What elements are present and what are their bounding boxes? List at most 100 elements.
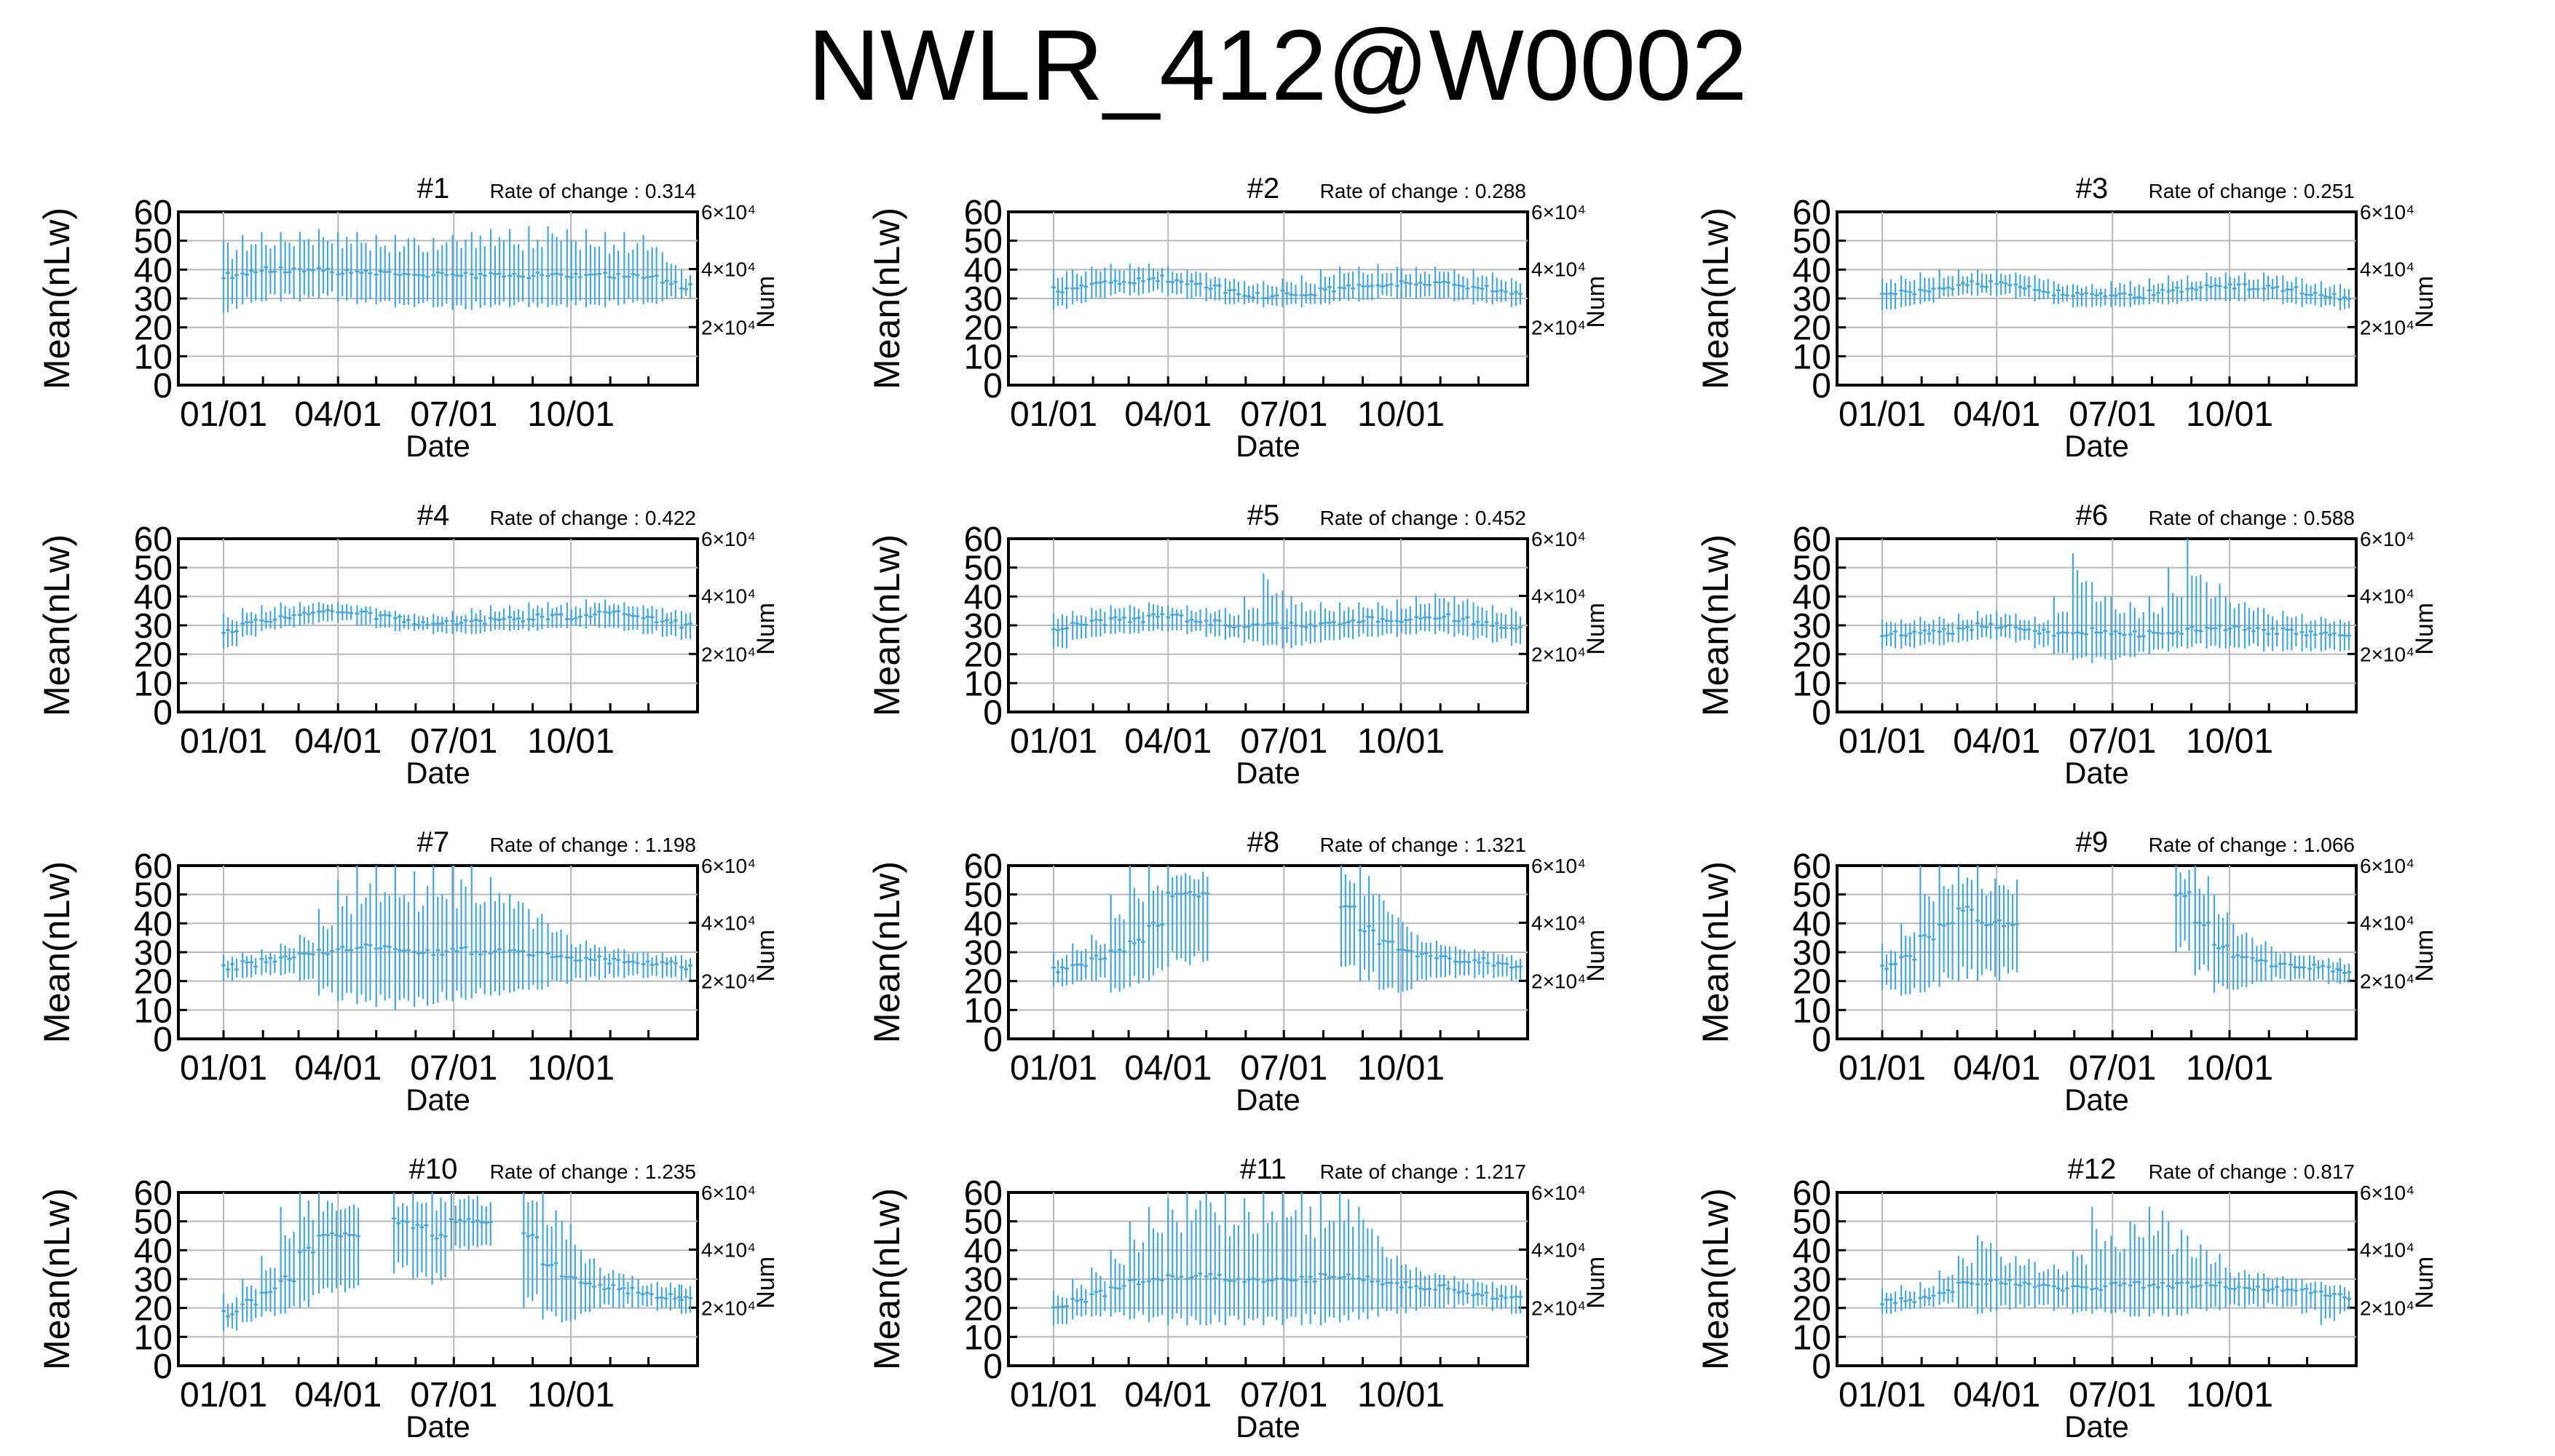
y-tick-label: 20 xyxy=(1793,963,1831,1002)
x-tick-label: 04/01 xyxy=(1953,395,2040,434)
series-marks xyxy=(1051,573,1523,649)
y2-tick-label: 4×10⁴ xyxy=(701,912,756,935)
series-marks xyxy=(1880,1206,2352,1326)
y-tick-label: 60 xyxy=(964,194,1003,232)
y-tick-label: 0 xyxy=(983,1021,1003,1059)
y-tick-label: 40 xyxy=(964,578,1003,617)
y-tick-label: 30 xyxy=(134,607,173,646)
panel-title: #2 xyxy=(1247,173,1280,205)
y-tick-label: 20 xyxy=(134,309,173,348)
rate-of-change-label: Rate of change : 1.198 xyxy=(490,834,696,856)
rate-of-change-label: Rate of change : 0.288 xyxy=(1320,180,1526,202)
rate-of-change-label: Rate of change : 0.314 xyxy=(490,180,696,202)
y2-tick-label: 4×10⁴ xyxy=(2360,1239,2414,1262)
x-axis-label: Date xyxy=(2064,756,2129,790)
y2-tick-label: 2×10⁴ xyxy=(701,316,756,339)
y2-tick-label: 2×10⁴ xyxy=(1531,316,1586,339)
x-tick-label: 07/01 xyxy=(1240,395,1327,434)
x-tick-label: 07/01 xyxy=(2069,1376,2156,1415)
y2-tick-label: 4×10⁴ xyxy=(1531,258,1586,281)
y-axis-label: Mean(nLw) xyxy=(866,534,907,716)
x-tick-label: 01/01 xyxy=(180,722,267,761)
panel-title: #3 xyxy=(2076,173,2109,205)
chart-main-title: NWLR_412@W0002 xyxy=(807,9,1748,122)
x-tick-label: 04/01 xyxy=(1124,1376,1212,1415)
x-axis-label: Date xyxy=(2064,1083,2129,1117)
y-tick-label: 0 xyxy=(153,1021,173,1059)
y-tick-label: 20 xyxy=(964,963,1003,1002)
y2-tick-label: 4×10⁴ xyxy=(2360,258,2414,281)
series-marks xyxy=(1051,866,1523,993)
y2-axis-label: Num xyxy=(2411,603,2438,655)
y-axis-label: Mean(nLw) xyxy=(36,534,77,716)
y2-tick-label: 2×10⁴ xyxy=(1531,643,1586,665)
y-axis-label: Mean(nLw) xyxy=(36,207,77,389)
y-tick-label: 20 xyxy=(964,636,1003,675)
series-marks xyxy=(1880,269,2352,310)
y2-tick-label: 4×10⁴ xyxy=(701,1239,756,1262)
y-tick-label: 60 xyxy=(134,194,173,232)
y-tick-label: 50 xyxy=(1793,877,1831,915)
y-tick-label: 40 xyxy=(964,905,1003,943)
x-tick-label: 10/01 xyxy=(1357,722,1445,761)
y2-axis-label: Num xyxy=(2411,930,2438,982)
panel-title: #9 xyxy=(2076,826,2109,858)
x-tick-label: 10/01 xyxy=(1357,1049,1445,1088)
y-tick-label: 0 xyxy=(153,367,173,405)
y-tick-label: 10 xyxy=(134,992,173,1030)
series-marks xyxy=(1051,1192,1523,1326)
y-tick-label: 60 xyxy=(1793,194,1831,232)
y2-tick-label: 4×10⁴ xyxy=(1531,1239,1586,1262)
panel-title: #4 xyxy=(417,499,450,531)
y2-axis-label: Num xyxy=(2411,1257,2438,1309)
y-tick-label: 40 xyxy=(134,905,173,943)
y2-tick-label: 6×10⁴ xyxy=(1531,855,1586,877)
y2-tick-label: 6×10⁴ xyxy=(1531,528,1586,550)
y2-tick-label: 2×10⁴ xyxy=(701,1297,756,1319)
x-axis-label: Date xyxy=(1236,429,1300,463)
panel-title: #10 xyxy=(409,1153,458,1185)
y2-tick-label: 4×10⁴ xyxy=(2360,585,2414,608)
y-axis-label: Mean(nLw) xyxy=(866,861,907,1043)
y-tick-label: 50 xyxy=(1793,223,1831,261)
y-tick-label: 10 xyxy=(964,1318,1003,1357)
y-tick-label: 40 xyxy=(134,578,173,617)
rate-of-change-label: Rate of change : 0.251 xyxy=(2149,180,2355,202)
x-tick-label: 01/01 xyxy=(1010,722,1097,761)
x-tick-label: 04/01 xyxy=(294,1376,382,1415)
y2-tick-label: 2×10⁴ xyxy=(2360,316,2414,339)
series-marks xyxy=(221,226,693,313)
panel-title: #5 xyxy=(1247,499,1280,531)
y-tick-label: 60 xyxy=(1793,521,1831,559)
x-tick-label: 01/01 xyxy=(180,1049,267,1088)
x-tick-label: 04/01 xyxy=(1124,722,1212,761)
y2-tick-label: 2×10⁴ xyxy=(2360,970,2414,992)
y2-tick-label: 6×10⁴ xyxy=(2360,855,2414,877)
x-tick-label: 10/01 xyxy=(527,395,615,434)
x-tick-label: 04/01 xyxy=(294,1049,382,1088)
y-axis-label: Mean(nLw) xyxy=(1695,861,1736,1043)
x-axis-label: Date xyxy=(1236,756,1300,790)
y-tick-label: 10 xyxy=(964,665,1003,703)
y-tick-label: 30 xyxy=(964,280,1003,319)
x-axis-label: Date xyxy=(2064,1409,2129,1444)
y-tick-label: 10 xyxy=(134,665,173,703)
y-tick-label: 0 xyxy=(1812,1021,1831,1059)
x-tick-label: 01/01 xyxy=(1839,722,1926,761)
x-tick-label: 01/01 xyxy=(180,1376,267,1415)
y2-tick-label: 6×10⁴ xyxy=(2360,201,2414,223)
y-tick-label: 30 xyxy=(1793,1261,1831,1299)
y-axis-label: Mean(nLw) xyxy=(36,861,77,1043)
x-tick-label: 01/01 xyxy=(180,395,267,434)
y-axis-label: Mean(nLw) xyxy=(1695,1188,1736,1370)
y2-axis-label: Num xyxy=(752,276,780,328)
y-tick-label: 30 xyxy=(1793,934,1831,973)
y-tick-label: 10 xyxy=(964,992,1003,1030)
y-tick-label: 50 xyxy=(134,1203,173,1242)
rate-of-change-label: Rate of change : 0.452 xyxy=(1320,507,1526,529)
x-tick-label: 01/01 xyxy=(1010,1376,1097,1415)
